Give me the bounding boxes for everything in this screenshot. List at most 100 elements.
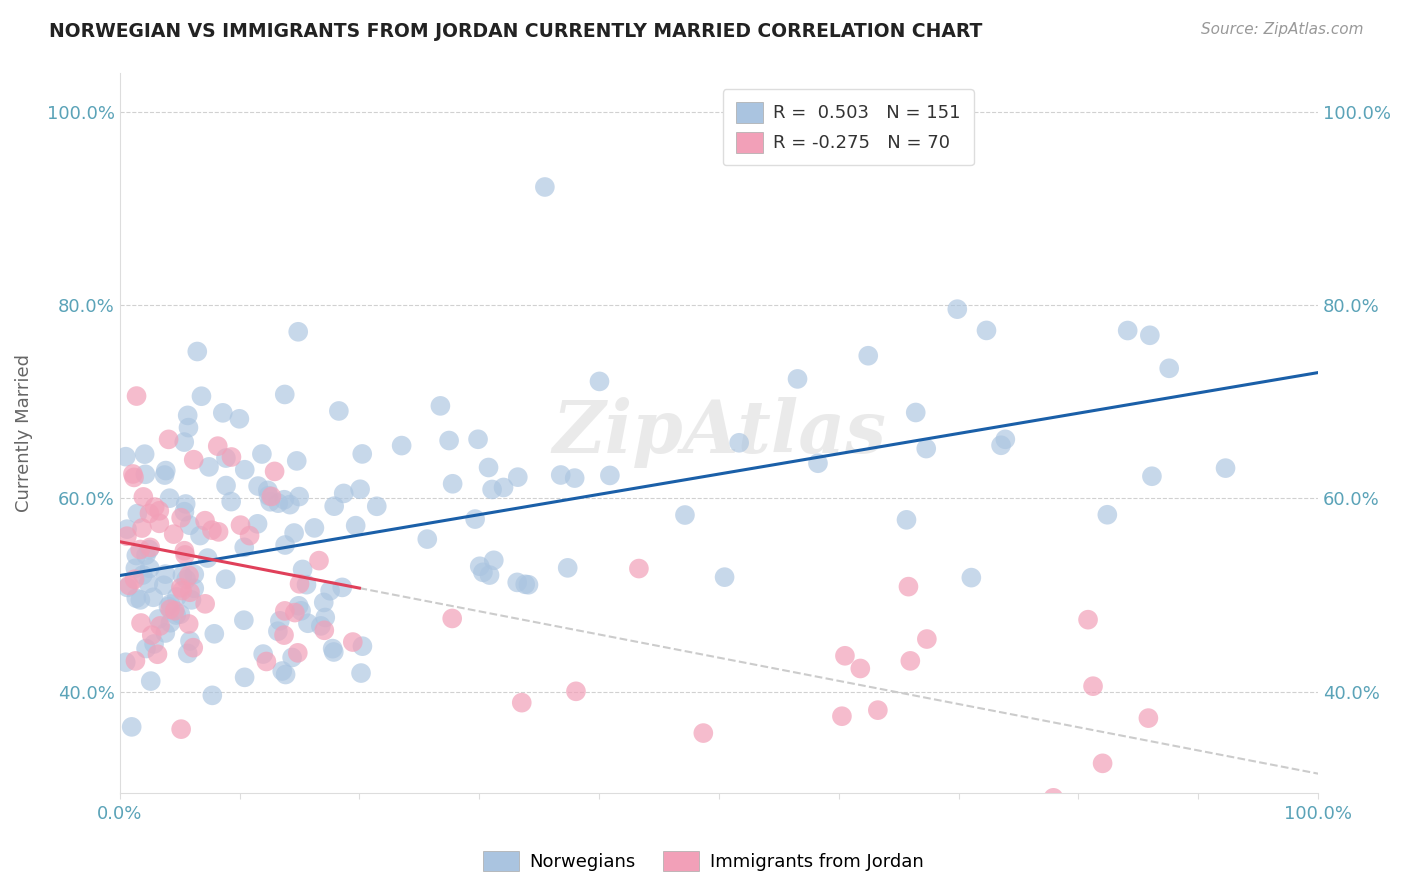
Point [1140,469,1163,483]
Point [186,344,208,359]
Point [139,561,162,575]
Point [115,522,138,536]
Text: Source: ZipAtlas.com: Source: ZipAtlas.com [1201,22,1364,37]
Point [179,634,201,648]
Point [786,372,808,386]
Point [177,646,200,660]
Point [1139,328,1161,343]
Point [288,577,311,591]
Point [221,450,243,464]
Point [273,492,295,507]
Point [831,709,853,723]
Point [274,538,297,552]
Point [834,648,856,663]
Point [169,607,191,622]
Point [125,549,148,563]
Point [122,467,145,481]
Point [994,432,1017,446]
Point [332,486,354,500]
Point [287,599,309,613]
Point [172,583,194,598]
Point [183,567,205,582]
Point [114,655,136,669]
Point [177,568,200,582]
Point [138,542,160,557]
Point [263,464,285,478]
Point [267,496,290,510]
Point [134,447,156,461]
Point [807,456,830,470]
Point [866,703,889,717]
Point [173,505,195,519]
Point [172,568,194,582]
Point [319,583,342,598]
Point [214,572,236,586]
Point [467,432,489,446]
Point [416,532,439,546]
Point [254,655,277,669]
Point [1097,508,1119,522]
Point [322,645,344,659]
Point [201,523,224,537]
Point [534,180,557,194]
Point [557,561,579,575]
Point [267,624,290,639]
Point [366,500,388,514]
Point [114,450,136,464]
Point [159,615,181,630]
Point [165,608,187,623]
Point [118,578,141,592]
Point [146,647,169,661]
Point [149,619,172,633]
Point [627,561,650,575]
Point [323,499,346,513]
Point [157,433,180,447]
Point [141,628,163,642]
Point [314,624,336,638]
Point [564,471,586,485]
Point [170,722,193,736]
Point [287,646,309,660]
Point [179,518,201,533]
Point [215,478,238,492]
Point [129,542,152,557]
Point [124,572,146,586]
Point [468,559,491,574]
Point [138,507,160,521]
Point [284,606,307,620]
Point [207,524,229,539]
Point [148,612,170,626]
Point [197,551,219,566]
Point [198,459,221,474]
Point [477,460,499,475]
Point [673,508,696,522]
Point [309,619,332,633]
Point [290,604,312,618]
Point [481,483,503,497]
Point [464,512,486,526]
Point [229,518,252,533]
Point [328,404,350,418]
Point [391,439,413,453]
Point [219,494,242,508]
Point [352,447,374,461]
Point [132,568,155,582]
Point [288,490,311,504]
Point [148,516,170,531]
Point [692,726,714,740]
Point [274,604,297,618]
Point [472,566,495,580]
Point [269,614,291,628]
Text: NORWEGIAN VS IMMIGRANTS FROM JORDAN CURRENTLY MARRIED CORRELATION CHART: NORWEGIAN VS IMMIGRANTS FROM JORDAN CURR… [49,22,983,41]
Point [129,592,152,607]
Point [713,570,735,584]
Point [181,640,204,655]
Point [135,641,157,656]
Point [159,597,181,611]
Point [139,674,162,689]
Point [506,575,529,590]
Point [897,580,920,594]
Point [1081,679,1104,693]
Point [207,439,229,453]
Point [278,498,301,512]
